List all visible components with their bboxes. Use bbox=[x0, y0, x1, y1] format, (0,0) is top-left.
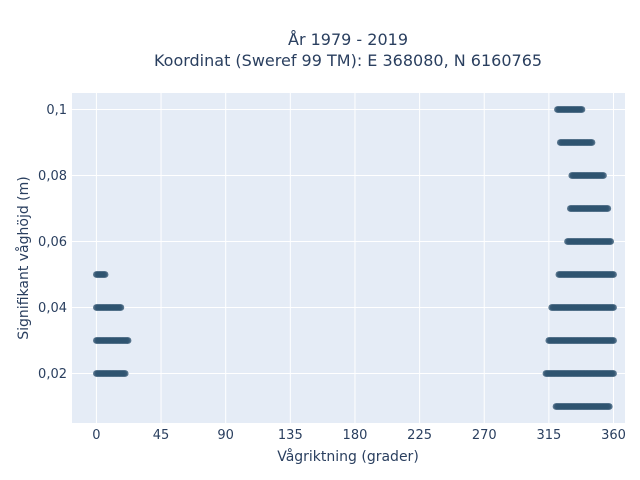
point-band bbox=[542, 370, 617, 377]
data-point bbox=[604, 205, 612, 212]
point-band bbox=[93, 271, 109, 278]
x-tick-label: 90 bbox=[217, 428, 234, 443]
data-point bbox=[610, 370, 617, 377]
x-tick-label: 315 bbox=[536, 428, 561, 443]
x-tick-label: 180 bbox=[343, 428, 368, 443]
y-tick-label: 0,1 bbox=[46, 103, 67, 118]
y-axis-label: Signifikant våghöjd (m) bbox=[15, 176, 32, 339]
grid-lines bbox=[72, 93, 625, 423]
x-tick-label: 45 bbox=[153, 428, 170, 443]
data-point bbox=[605, 403, 613, 410]
x-tick-label: 135 bbox=[278, 428, 303, 443]
y-tick-label: 0,06 bbox=[38, 235, 67, 250]
y-tick-label: 0,08 bbox=[38, 169, 67, 184]
point-band bbox=[554, 106, 586, 113]
y-tick-label: 0,04 bbox=[38, 301, 67, 316]
x-tick-label: 360 bbox=[601, 428, 626, 443]
point-band bbox=[545, 337, 617, 344]
data-point bbox=[607, 238, 615, 245]
data-point bbox=[610, 271, 617, 278]
data-point bbox=[578, 106, 586, 113]
point-band bbox=[93, 304, 125, 311]
data-point bbox=[600, 172, 607, 179]
data-point bbox=[588, 139, 596, 146]
y-tick-label: 0,02 bbox=[38, 367, 67, 382]
point-band bbox=[93, 337, 132, 344]
x-axis-label: Vågriktning (grader) bbox=[277, 448, 419, 465]
data-point bbox=[610, 304, 617, 311]
data-point bbox=[610, 337, 617, 344]
chart-title: År 1979 - 2019 bbox=[288, 30, 408, 49]
point-band bbox=[93, 370, 129, 377]
data-point bbox=[117, 304, 125, 311]
plot-area bbox=[72, 93, 625, 423]
point-band bbox=[548, 304, 617, 311]
point-band bbox=[568, 172, 607, 179]
point-band bbox=[564, 238, 615, 245]
x-tick-label: 270 bbox=[472, 428, 497, 443]
x-tick-label: 225 bbox=[407, 428, 432, 443]
point-band bbox=[555, 271, 617, 278]
point-band bbox=[567, 205, 612, 212]
point-band bbox=[556, 139, 596, 146]
y-axis-ticks: 0,02 0,04 0,06 0,08 0,1 bbox=[38, 103, 67, 382]
x-tick-label: 0 bbox=[92, 428, 100, 443]
chart-subtitle: Koordinat (Sweref 99 TM): E 368080, N 61… bbox=[154, 51, 542, 70]
data-points bbox=[93, 106, 617, 410]
x-axis-ticks: 0 45 90 135 180 225 270 315 360 bbox=[92, 428, 626, 443]
data-point bbox=[124, 337, 132, 344]
data-point bbox=[101, 271, 109, 278]
data-point bbox=[121, 370, 129, 377]
point-band bbox=[552, 403, 613, 410]
